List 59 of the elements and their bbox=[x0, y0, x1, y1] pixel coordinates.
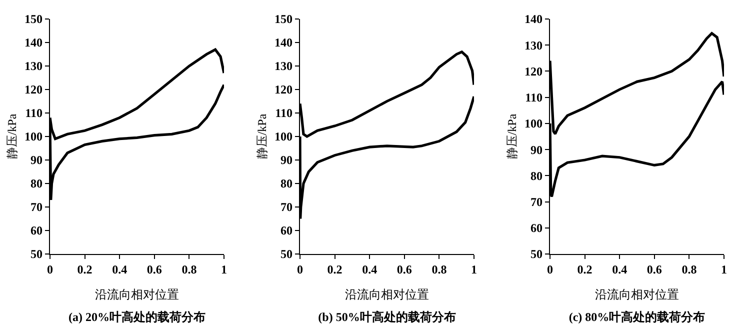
y-tick-label: 110 bbox=[275, 106, 292, 120]
x-axis-title: 沿流向相对位置 bbox=[345, 287, 429, 302]
y-tick-label: 90 bbox=[280, 153, 292, 168]
y-tick-label: 140 bbox=[524, 12, 542, 26]
y-tick-label: 130 bbox=[24, 59, 42, 74]
x-tick-label: 0.2 bbox=[77, 262, 92, 276]
x-tick-label: 0.6 bbox=[396, 262, 412, 276]
x-tick-label: 1 bbox=[721, 262, 727, 276]
y-tick-label: 110 bbox=[25, 106, 42, 120]
y-tick-label: 130 bbox=[524, 38, 542, 52]
y-tick-label: 120 bbox=[274, 82, 292, 97]
y-tick-label: 130 bbox=[274, 59, 292, 74]
y-axis-title: 静压/kPa bbox=[4, 113, 19, 160]
y-tick-label: 60 bbox=[280, 224, 292, 238]
y-tick-label: 50 bbox=[280, 247, 292, 262]
y-tick-label: 100 bbox=[24, 130, 42, 144]
x-tick-label: 0.2 bbox=[577, 262, 592, 276]
y-tick-label: 140 bbox=[274, 36, 292, 50]
x-tick-label: 1 bbox=[221, 262, 227, 276]
y-tick-label: 150 bbox=[274, 12, 292, 26]
text: (c) 80%叶高处的载荷分布 bbox=[568, 310, 706, 324]
x-tick-label: 0.4 bbox=[612, 262, 628, 276]
x-tick-label: 0 bbox=[297, 262, 303, 276]
y-tick-label: 100 bbox=[524, 116, 542, 131]
x-tick-label: 0.6 bbox=[646, 262, 662, 276]
y-tick-label: 120 bbox=[524, 64, 542, 78]
y-tick-label: 70 bbox=[530, 194, 542, 209]
y-axis-title: 静压/kPa bbox=[504, 113, 519, 160]
x-tick-label: 0.4 bbox=[362, 262, 378, 276]
y-tick-label: 110 bbox=[525, 90, 542, 105]
y-tick-label: 140 bbox=[24, 36, 42, 50]
x-tick-label: 0 bbox=[47, 262, 53, 276]
x-tick-label: 0.6 bbox=[146, 262, 162, 276]
y-tick-label: 150 bbox=[24, 12, 42, 26]
y-tick-label: 90 bbox=[530, 142, 542, 157]
x-tick-label: 0.8 bbox=[432, 262, 447, 276]
text: (b) 50%叶高处的载荷分布 bbox=[318, 310, 456, 324]
y-tick-label: 80 bbox=[30, 176, 42, 191]
x-tick-label: 0.4 bbox=[112, 262, 128, 276]
y-tick-label: 50 bbox=[530, 247, 542, 262]
y-tick-label: 120 bbox=[24, 82, 42, 97]
y-tick-label: 60 bbox=[30, 224, 42, 238]
y-tick-label: 100 bbox=[274, 130, 292, 144]
text: (a) 20%叶高处的载荷分布 bbox=[68, 310, 206, 324]
y-axis-title: 静压/kPa bbox=[254, 113, 269, 160]
x-tick-label: 0.8 bbox=[682, 262, 697, 276]
x-axis-title: 沿流向相对位置 bbox=[595, 287, 679, 302]
x-axis-title: 沿流向相对位置 bbox=[95, 287, 179, 302]
y-tick-label: 60 bbox=[530, 221, 542, 236]
x-tick-label: 0 bbox=[547, 262, 553, 276]
y-tick-label: 80 bbox=[280, 176, 292, 191]
x-tick-label: 0.2 bbox=[327, 262, 342, 276]
y-tick-label: 70 bbox=[280, 200, 292, 214]
y-tick-label: 90 bbox=[30, 153, 42, 168]
y-tick-label: 80 bbox=[530, 168, 542, 183]
y-tick-label: 70 bbox=[30, 200, 42, 214]
x-tick-label: 0.8 bbox=[182, 262, 197, 276]
y-tick-label: 50 bbox=[30, 247, 42, 262]
x-tick-label: 1 bbox=[471, 262, 477, 276]
